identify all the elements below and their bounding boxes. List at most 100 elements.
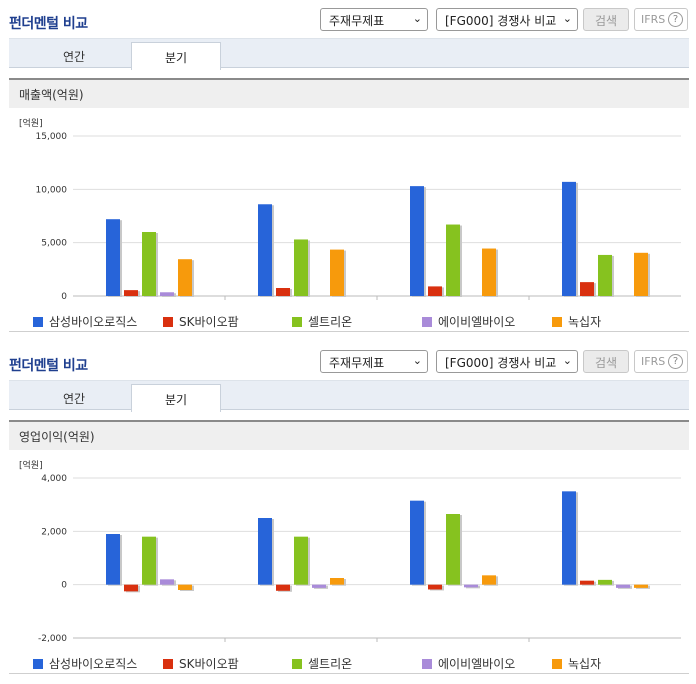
bar: [428, 286, 442, 296]
legend-item[interactable]: 셀트리온: [292, 313, 352, 330]
bar: [276, 288, 290, 296]
competitor-group-select[interactable]: [FG000] 경쟁사 비교 ⌄: [436, 8, 578, 31]
legend-swatch-icon: [422, 317, 432, 327]
y-tick-label: 5,000: [41, 239, 67, 249]
chart-legend: 삼성바이오로직스 SK바이오팜 셀트리온 에이비엘바이오 녹십자: [9, 312, 689, 332]
bar: [160, 292, 174, 296]
legend-swatch-icon: [33, 659, 43, 669]
bar: [464, 584, 478, 588]
legend-label: 삼성바이오로직스: [49, 657, 138, 671]
bar: [634, 252, 648, 296]
bar: [580, 282, 594, 296]
bar: [178, 584, 192, 590]
legend-label: 에이비엘바이오: [438, 315, 516, 329]
chevron-down-icon: ⌄: [412, 12, 422, 25]
panel-title: 펀더멘털 비교: [9, 358, 88, 374]
bar: [258, 204, 272, 296]
bar: [294, 536, 308, 585]
section-title: 영업이익(억원): [9, 420, 689, 450]
bar: [106, 219, 120, 296]
y-tick-label: 4,000: [41, 474, 67, 484]
competitor-group-value: [FG000] 경쟁사 비교: [445, 14, 557, 28]
legend-item[interactable]: 에이비엘바이오: [422, 655, 515, 672]
bar: [142, 232, 156, 296]
bar: [428, 584, 442, 590]
legend-item[interactable]: 에이비엘바이오: [422, 313, 515, 330]
legend-item[interactable]: 녹십자: [552, 313, 601, 330]
bar: [330, 249, 344, 296]
fundamental-compare-panel-operating-profit: 펀더멘털 비교 주재무제표 ⌄ [FG000] 경쟁사 비교 ⌄ 검색 IFRS…: [0, 342, 696, 684]
bar: [634, 584, 648, 588]
bar: [446, 224, 460, 296]
legend-item[interactable]: 삼성바이오로직스: [33, 655, 137, 672]
bar: [294, 239, 308, 296]
legend-label: 삼성바이오로직스: [49, 315, 138, 329]
y-tick-label: 0: [61, 581, 67, 591]
period-tabs: 연간 분기: [9, 38, 689, 70]
competitor-group-select[interactable]: [FG000] 경쟁사 비교 ⌄: [436, 350, 578, 373]
ifrs-label: IFRS: [641, 13, 666, 26]
y-tick-label: 10,000: [36, 185, 68, 195]
bar: [580, 580, 594, 585]
bar: [124, 584, 138, 592]
chevron-down-icon: ⌄: [562, 12, 572, 25]
bar: [276, 584, 290, 591]
legend-swatch-icon: [33, 317, 43, 327]
bar: [142, 536, 156, 585]
legend-label: 녹십자: [568, 657, 602, 671]
chart-legend: 삼성바이오로직스 SK바이오팜 셀트리온 에이비엘바이오 녹십자: [9, 654, 689, 674]
legend-swatch-icon: [163, 317, 173, 327]
statement-type-select[interactable]: 주재무제표 ⌄: [320, 8, 428, 31]
legend-swatch-icon: [163, 659, 173, 669]
bar: [258, 518, 272, 585]
bar: [482, 575, 496, 585]
y-tick-label: 0: [61, 292, 67, 300]
tab-annual[interactable]: 연간: [62, 50, 86, 64]
bar: [410, 186, 424, 296]
help-icon[interactable]: ?: [668, 354, 683, 369]
bar: [482, 248, 496, 296]
bar: [562, 491, 576, 585]
section-title: 매출액(억원): [9, 78, 689, 108]
tab-quarter[interactable]: 분기: [131, 384, 221, 412]
bar: [178, 259, 192, 296]
y-tick-label: 15,000: [36, 132, 68, 142]
bar: [124, 290, 138, 296]
tab-annual[interactable]: 연간: [62, 392, 86, 406]
bar: [410, 500, 424, 585]
bar: [562, 181, 576, 296]
tab-quarter[interactable]: 분기: [131, 42, 221, 70]
legend-label: SK바이오팜: [179, 657, 239, 671]
bar: [446, 514, 460, 585]
statement-type-select[interactable]: 주재무제표 ⌄: [320, 350, 428, 373]
ifrs-button[interactable]: IFRS ?: [634, 350, 688, 373]
legend-label: 녹십자: [568, 315, 602, 329]
legend-item[interactable]: SK바이오팜: [163, 655, 239, 672]
help-icon[interactable]: ?: [668, 12, 683, 27]
legend-item[interactable]: 셀트리온: [292, 655, 352, 672]
legend-label: 셀트리온: [308, 315, 353, 329]
legend-label: 에이비엘바이오: [438, 657, 516, 671]
legend-label: 셀트리온: [308, 657, 353, 671]
bar: [160, 579, 174, 585]
bar: [312, 584, 326, 588]
panel-title: 펀더멘털 비교: [9, 16, 88, 32]
search-button[interactable]: 검색: [583, 350, 629, 373]
legend-swatch-icon: [292, 659, 302, 669]
period-tabs: 연간 분기: [9, 380, 689, 412]
bar: [598, 579, 612, 585]
legend-swatch-icon: [552, 659, 562, 669]
legend-item[interactable]: SK바이오팜: [163, 313, 239, 330]
y-tick-label: -2,000: [38, 634, 67, 642]
statement-type-value: 주재무제표: [329, 356, 385, 370]
bar: [616, 584, 630, 588]
legend-item[interactable]: 녹십자: [552, 655, 601, 672]
statement-type-value: 주재무제표: [329, 14, 385, 28]
legend-swatch-icon: [422, 659, 432, 669]
ifrs-button[interactable]: IFRS ?: [634, 8, 688, 31]
y-tick-label: 2,000: [41, 527, 67, 537]
bar: [598, 254, 612, 296]
legend-item[interactable]: 삼성바이오로직스: [33, 313, 137, 330]
search-button[interactable]: 검색: [583, 8, 629, 31]
y-unit-label: [억원]: [19, 459, 43, 471]
